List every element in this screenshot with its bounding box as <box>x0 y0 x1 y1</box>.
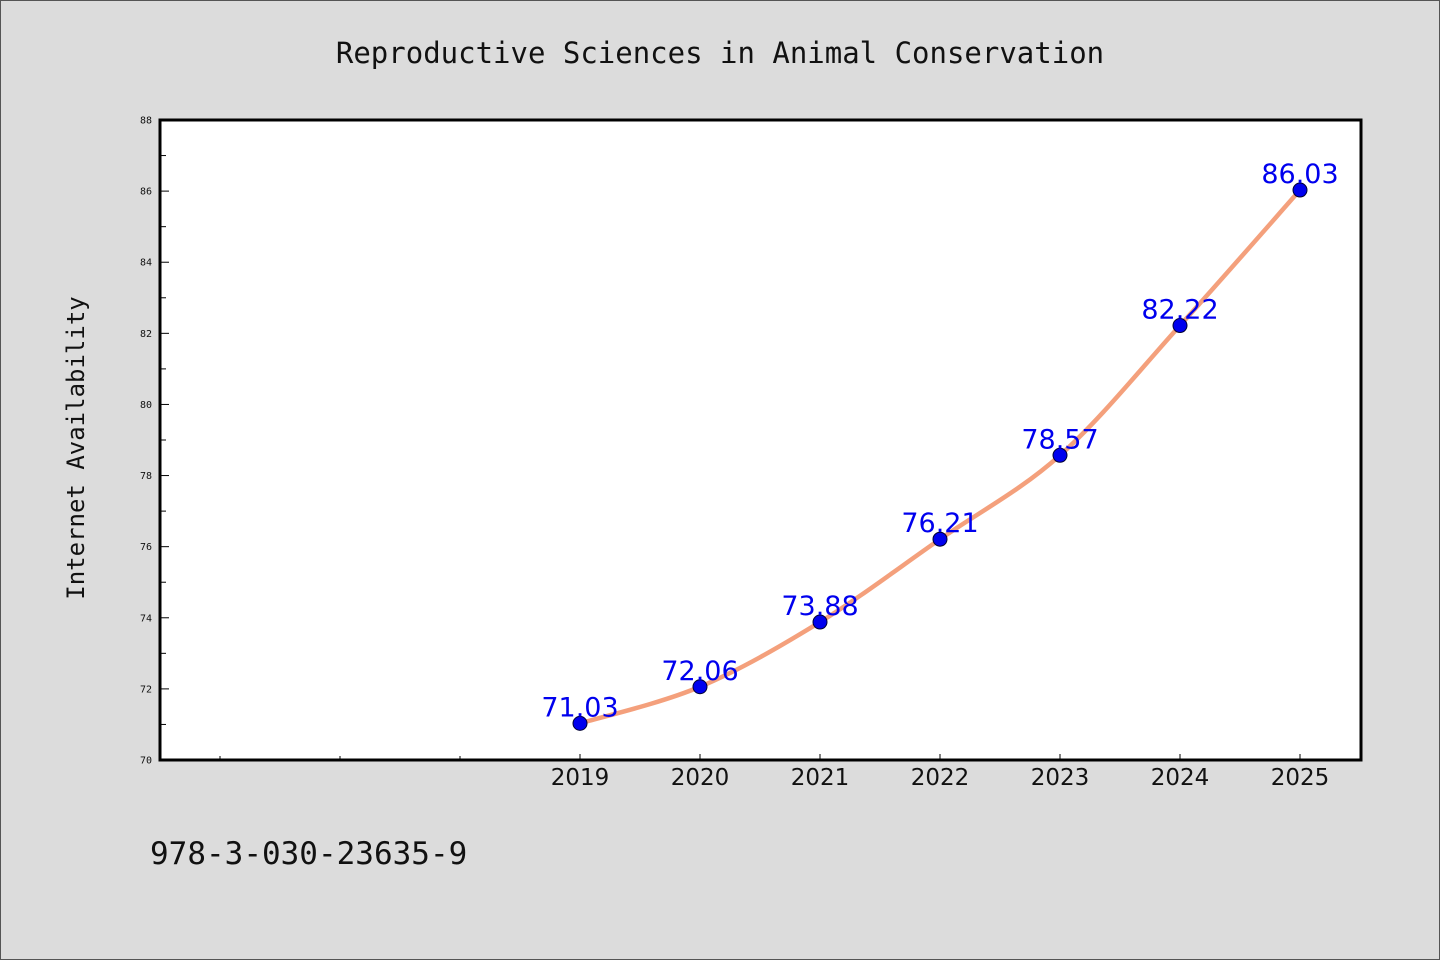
y-tick-label: 72 <box>140 684 152 695</box>
data-label: 82.22 <box>1141 295 1218 326</box>
x-tick-label: 2023 <box>1031 765 1090 791</box>
data-label: 73.88 <box>781 591 858 622</box>
data-label: 72.06 <box>661 656 738 687</box>
y-tick-label: 70 <box>140 756 152 767</box>
data-point <box>1052 447 1068 463</box>
data-label: 86.03 <box>1261 159 1338 190</box>
y-tick-label: 88 <box>140 116 152 127</box>
x-tick-label: 2020 <box>671 765 730 791</box>
data-label: 76.21 <box>901 508 978 539</box>
data-series: 71.03 72.06 73.88 76.21 78.57 82.22 86.03 <box>541 159 1339 731</box>
data-point <box>812 614 828 630</box>
data-point <box>1292 182 1308 198</box>
x-tick-label: 2019 <box>551 765 610 791</box>
y-tick-label: 78 <box>140 471 152 482</box>
y-tick-label: 76 <box>140 542 152 553</box>
y-axis-label: Internet Availability <box>62 296 90 599</box>
x-axis: 2019 2020 2021 2022 2023 2024 2025 <box>219 754 1330 791</box>
x-tick-label: 2025 <box>1271 765 1330 791</box>
x-tick-label: 2024 <box>1151 765 1210 791</box>
y-tick-label: 86 <box>140 187 152 198</box>
y-tick-label: 84 <box>140 258 152 269</box>
data-point <box>692 679 708 695</box>
plot-area <box>160 120 1361 760</box>
x-tick-label: 2022 <box>911 765 970 791</box>
chart-title: Reproductive Sciences in Animal Conserva… <box>336 36 1104 70</box>
data-point <box>1172 318 1188 334</box>
y-tick-label: 80 <box>140 400 152 411</box>
isbn-text: 978-3-030-23635-9 <box>150 836 467 872</box>
plot-frame <box>158 118 1363 762</box>
x-tick-label: 2021 <box>791 765 850 791</box>
y-tick-label: 82 <box>140 329 152 340</box>
data-point <box>932 531 948 547</box>
y-tick-label: 74 <box>140 613 152 624</box>
data-label: 71.03 <box>541 692 618 723</box>
data-point <box>572 715 588 731</box>
data-label: 78.57 <box>1021 424 1098 455</box>
